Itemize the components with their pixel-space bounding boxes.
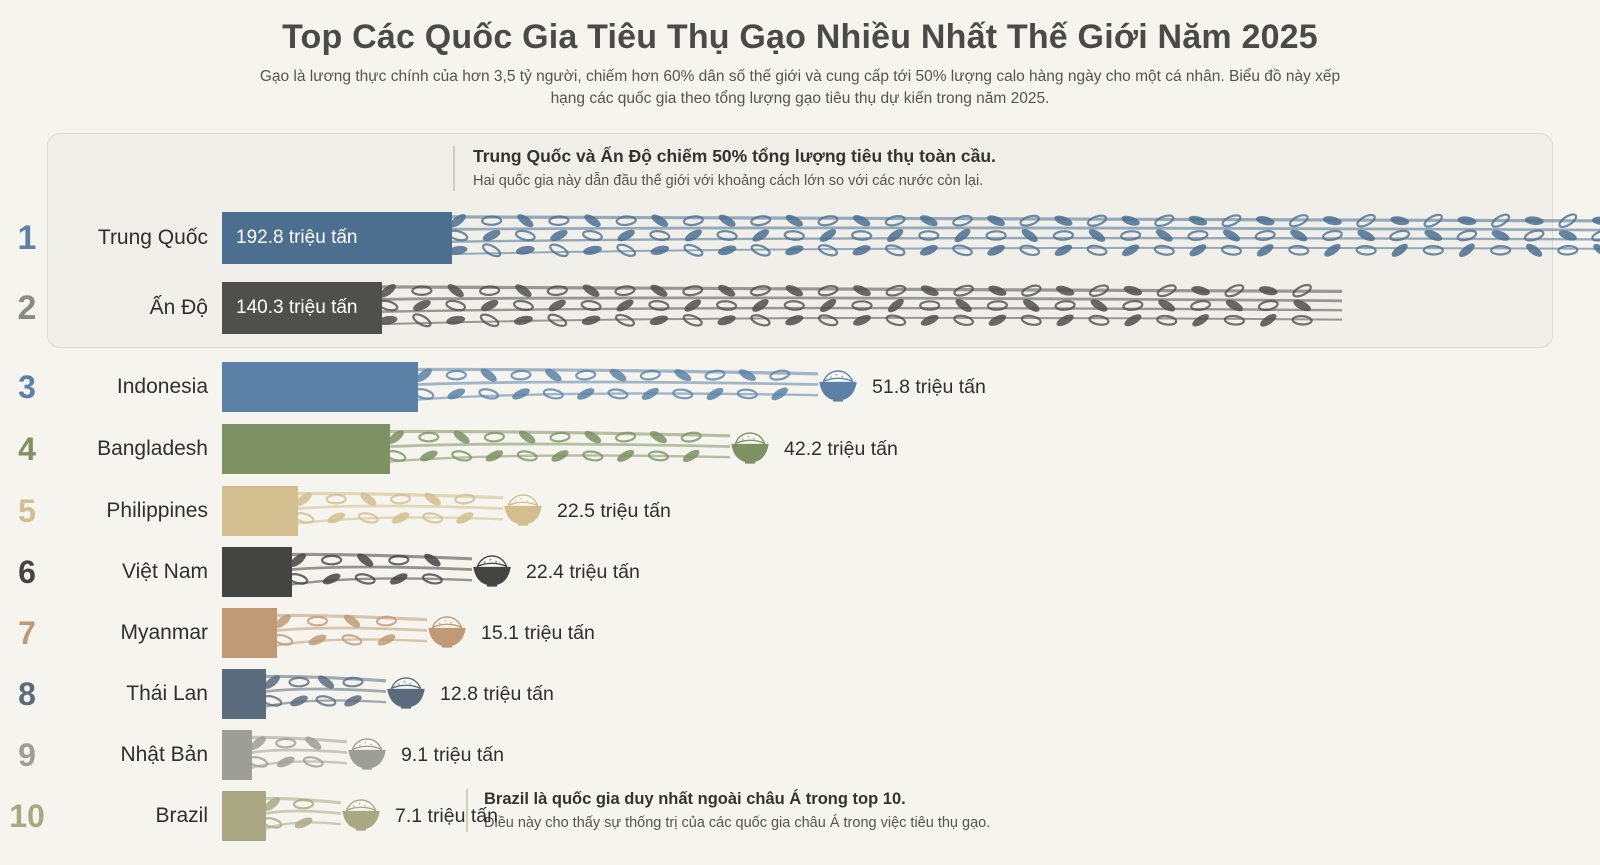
- rice-stalk-decoration-icon: [385, 417, 732, 482]
- rice-bowl-icon: [341, 734, 393, 776]
- rank-number: 3: [18, 369, 36, 405]
- bar-track: [222, 482, 547, 540]
- rank-number: 4: [18, 431, 36, 467]
- value-bar: [222, 730, 252, 780]
- page-subtitle: Gạo là lương thực chính của hơn 3,5 tỷ n…: [259, 68, 1341, 108]
- rice-stalk-decoration-icon: [377, 275, 1344, 342]
- country-label: Brazil: [155, 804, 208, 827]
- row-value-label: 42.2 triệu tấn: [784, 437, 898, 460]
- rice-stalk-decoration-icon: [272, 601, 429, 666]
- bar-track: [222, 665, 430, 723]
- ranking-row: 10 Brazil 7.1 triệu tấn: [0, 787, 498, 845]
- rice-stalk-decoration-icon: [293, 479, 505, 544]
- bar-value-label: 192.8 triệu tấn: [236, 227, 358, 248]
- value-bar: [222, 362, 418, 412]
- top-panel-callout-subtitle: Hai quốc gia này dẫn đầu thế giới với kh…: [473, 172, 984, 189]
- bar-value-label: 140.3 triệu tấn: [236, 297, 358, 318]
- country-label: Trung Quốc: [97, 226, 208, 249]
- rank-number: 8: [18, 676, 36, 712]
- rank-number: 10: [9, 798, 45, 834]
- rice-bowl-icon: [380, 673, 432, 715]
- rice-stalk-decoration-icon: [261, 662, 388, 727]
- page-title: Top Các Quốc Gia Tiêu Thụ Gạo Nhiều Nhất…: [282, 18, 1318, 56]
- country-label: Philippines: [106, 499, 208, 522]
- row-value-label: 22.5 triệu tấn: [557, 499, 671, 522]
- row-value-label: 9.1 triệu tấn: [401, 743, 504, 766]
- infographic-header: Top Các Quốc Gia Tiêu Thụ Gạo Nhiều Nhất…: [0, 0, 1600, 110]
- rice-bowl-icon: [724, 428, 776, 470]
- rank-number: 9: [18, 737, 36, 773]
- bottom-note-subtitle: Điều này cho thấy sự thống trị của các q…: [484, 814, 991, 831]
- rice-stalk-decoration-icon: [413, 355, 820, 420]
- country-label: Myanmar: [120, 621, 208, 644]
- ranking-row: 3 Indonesia 51.8 triệu tấn: [0, 358, 986, 416]
- country-label: Bangladesh: [97, 437, 208, 460]
- rice-stalk-decoration-icon: [247, 723, 349, 788]
- country-label: Ấn Độ: [149, 296, 208, 319]
- row-value-label: 12.8 triệu tấn: [440, 682, 554, 705]
- row-value-label: 7.1 triệu tấn: [395, 804, 498, 827]
- bar-track: 140.3 triệu tấn: [222, 279, 1344, 337]
- rank-number: 1: [17, 219, 37, 257]
- country-label: Nhật Bản: [120, 743, 208, 766]
- bar-track: [222, 358, 862, 416]
- rank-number: 2: [17, 289, 37, 327]
- bar-track: [222, 543, 516, 601]
- rice-bowl-icon: [335, 795, 387, 837]
- value-bar: 192.8 triệu tấn: [222, 212, 452, 264]
- row-value-label: 51.8 triệu tấn: [872, 375, 986, 398]
- rice-bowl-icon: [497, 490, 549, 532]
- rice-bowl-icon: [812, 366, 864, 408]
- rank-number: 7: [18, 615, 36, 651]
- value-bar: [222, 669, 266, 719]
- ranking-row: 2 Ấn Độ 140.3 triệu tấn: [0, 279, 1344, 337]
- bottom-note-callout: Brazil là quốc gia duy nhất ngoài châu Á…: [466, 789, 991, 833]
- value-bar: [222, 547, 292, 597]
- rice-stalk-decoration-icon: [261, 784, 343, 849]
- value-bar: [222, 791, 266, 841]
- ranking-row: 6 Việt Nam 22.4 triệu tấn: [0, 543, 640, 601]
- ranking-row: 7 Myanmar 15.1 triệu tấn: [0, 604, 595, 662]
- bar-track: [222, 604, 471, 662]
- bottom-note-title: Brazil là quốc gia duy nhất ngoài châu Á…: [484, 790, 906, 808]
- rank-number: 6: [18, 554, 36, 590]
- rice-stalk-decoration-icon: [287, 540, 474, 605]
- value-bar: [222, 608, 277, 658]
- country-label: Indonesia: [116, 375, 208, 398]
- bar-track: [222, 420, 774, 478]
- ranking-row: 9 Nhật Bản 9.1 triệu tấn: [0, 726, 504, 784]
- ranking-row: 5 Philippines 22.5 triệu tấn: [0, 482, 671, 540]
- rice-stalk-decoration-icon: [447, 205, 1600, 272]
- bar-track: 192.8 triệu tấn: [222, 209, 1600, 267]
- rice-bowl-icon: [421, 612, 473, 654]
- rank-number: 5: [18, 493, 36, 529]
- ranking-row: 4 Bangladesh 42.2 triệu tấn: [0, 420, 898, 478]
- row-value-label: 22.4 triệu tấn: [526, 560, 640, 583]
- country-label: Việt Nam: [122, 560, 208, 583]
- bar-track: [222, 787, 385, 845]
- row-value-label: 15.1 triệu tấn: [481, 621, 595, 644]
- ranking-row: 8 Thái Lan 12.8 triệu tấn: [0, 665, 554, 723]
- rice-bowl-icon: [466, 551, 518, 593]
- bar-track: [222, 726, 391, 784]
- value-bar: [222, 486, 298, 536]
- value-bar: 140.3 triệu tấn: [222, 282, 382, 334]
- top-panel-callout: Trung Quốc và Ấn Độ chiếm 50% tổng lượng…: [453, 146, 996, 191]
- top-panel-callout-title: Trung Quốc và Ấn Độ chiếm 50% tổng lượng…: [473, 146, 996, 166]
- value-bar: [222, 424, 390, 474]
- country-label: Thái Lan: [126, 682, 208, 705]
- ranking-row: 1 Trung Quốc 192.8 triệu tấn: [0, 209, 1600, 267]
